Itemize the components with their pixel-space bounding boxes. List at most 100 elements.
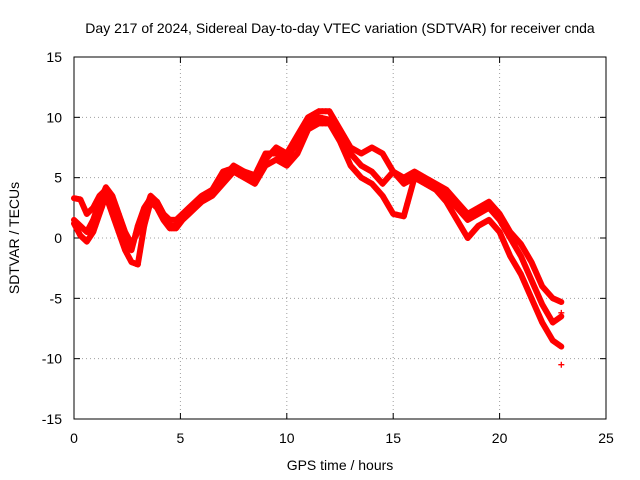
data-point-marker <box>156 202 163 209</box>
data-point-marker <box>407 170 414 177</box>
data-point-marker <box>139 235 146 242</box>
data-point-marker <box>251 180 258 187</box>
data-point-marker <box>521 279 528 286</box>
data-point-marker <box>273 150 280 157</box>
data-point-marker <box>244 169 251 176</box>
data-point-marker <box>294 150 301 157</box>
grid-lines <box>74 57 606 419</box>
series-track-3 <box>71 114 565 326</box>
data-point-marker <box>468 214 475 221</box>
data-point-marker <box>94 216 101 223</box>
data-point-marker <box>312 122 319 129</box>
data-point-marker <box>308 112 315 119</box>
data-point-marker <box>482 206 489 213</box>
data-point-marker <box>390 210 397 217</box>
y-tick-label: 15 <box>46 49 62 65</box>
data-point-marker <box>524 253 531 260</box>
x-tick-label: 25 <box>598 430 614 446</box>
data-point-marker <box>312 116 319 123</box>
data-point-marker <box>555 315 562 322</box>
data-point-marker <box>425 179 432 186</box>
data-point-marker <box>532 267 539 274</box>
x-tick-label: 5 <box>177 430 185 446</box>
data-point-marker <box>143 214 150 221</box>
data-point-marker <box>105 190 112 197</box>
data-point-marker <box>478 208 485 215</box>
data-point-marker <box>234 166 241 173</box>
data-point-marker <box>241 168 248 175</box>
data-point-marker <box>73 224 80 231</box>
data-point-marker <box>227 172 234 179</box>
data-point-marker <box>113 210 120 217</box>
data-point-marker <box>126 243 133 250</box>
data-point-marker <box>514 265 521 272</box>
data-point-marker <box>85 235 92 242</box>
data-point-marker <box>209 192 216 199</box>
data-point-marker <box>468 208 475 215</box>
data-point-marker <box>273 156 280 163</box>
data-point-marker <box>461 228 468 235</box>
data-point-marker <box>365 178 372 185</box>
data-point-marker <box>535 311 542 318</box>
data-point-marker <box>471 206 478 213</box>
data-point-marker <box>251 172 258 179</box>
data-point-marker <box>326 108 333 115</box>
data-point-marker <box>478 220 485 227</box>
data-point-marker <box>510 259 517 266</box>
data-point-marker <box>81 206 88 213</box>
data-point-marker <box>347 162 354 169</box>
series-track-2 <box>71 120 565 350</box>
data-point-marker <box>521 261 528 268</box>
data-point-marker <box>365 166 372 173</box>
data-point-marker <box>443 192 450 199</box>
data-point-marker <box>493 212 500 219</box>
data-point-marker <box>280 148 287 155</box>
data-point-marker <box>514 237 521 244</box>
data-point-marker <box>532 303 539 310</box>
data-point-marker <box>124 239 131 246</box>
data-point-marker <box>143 201 150 208</box>
data-point-marker <box>153 198 160 205</box>
data-point-marker <box>457 208 464 215</box>
data-point-marker <box>393 172 400 179</box>
data-point-marker <box>475 222 482 229</box>
data-point-marker <box>464 216 471 223</box>
data-point-marker <box>79 201 86 208</box>
data-point-marker <box>496 228 503 235</box>
data-point-marker <box>517 271 524 278</box>
data-point-marker <box>542 325 549 332</box>
data-point-marker <box>475 204 482 211</box>
data-point-marker <box>555 297 562 304</box>
data-point-marker <box>219 168 226 175</box>
data-point-marker <box>390 168 397 175</box>
data-point-marker <box>294 138 301 145</box>
data-point-marker <box>482 218 489 225</box>
data-point-marker <box>312 110 319 117</box>
data-point-marker <box>528 295 535 302</box>
data-point-marker <box>83 228 90 235</box>
data-point-marker <box>128 247 135 254</box>
data-point-marker <box>276 158 283 165</box>
data-point-marker <box>376 188 383 195</box>
data-point-marker <box>400 213 407 220</box>
data-point-marker <box>464 235 471 241</box>
data-point-marker <box>446 196 453 203</box>
data-point-marker <box>205 189 212 196</box>
data-point-marker <box>354 170 361 177</box>
data-point-marker <box>400 180 407 187</box>
data-point-marker <box>297 142 304 149</box>
data-point-marker <box>471 226 478 233</box>
y-tick-labels: -15 -10 -5 0 5 10 15 <box>42 49 62 427</box>
data-point-marker <box>454 204 461 211</box>
data-point-marker <box>344 144 351 151</box>
y-tick-label: -5 <box>50 290 63 306</box>
data-point-marker <box>244 176 251 183</box>
data-point-marker <box>102 186 109 193</box>
data-point-marker <box>361 176 368 183</box>
data-point-marker <box>347 150 354 157</box>
data-point-marker <box>212 180 219 187</box>
data-point-marker <box>555 341 562 348</box>
data-point-marker <box>528 259 535 266</box>
data-point-marker <box>227 166 234 173</box>
data-point-marker <box>75 228 82 235</box>
